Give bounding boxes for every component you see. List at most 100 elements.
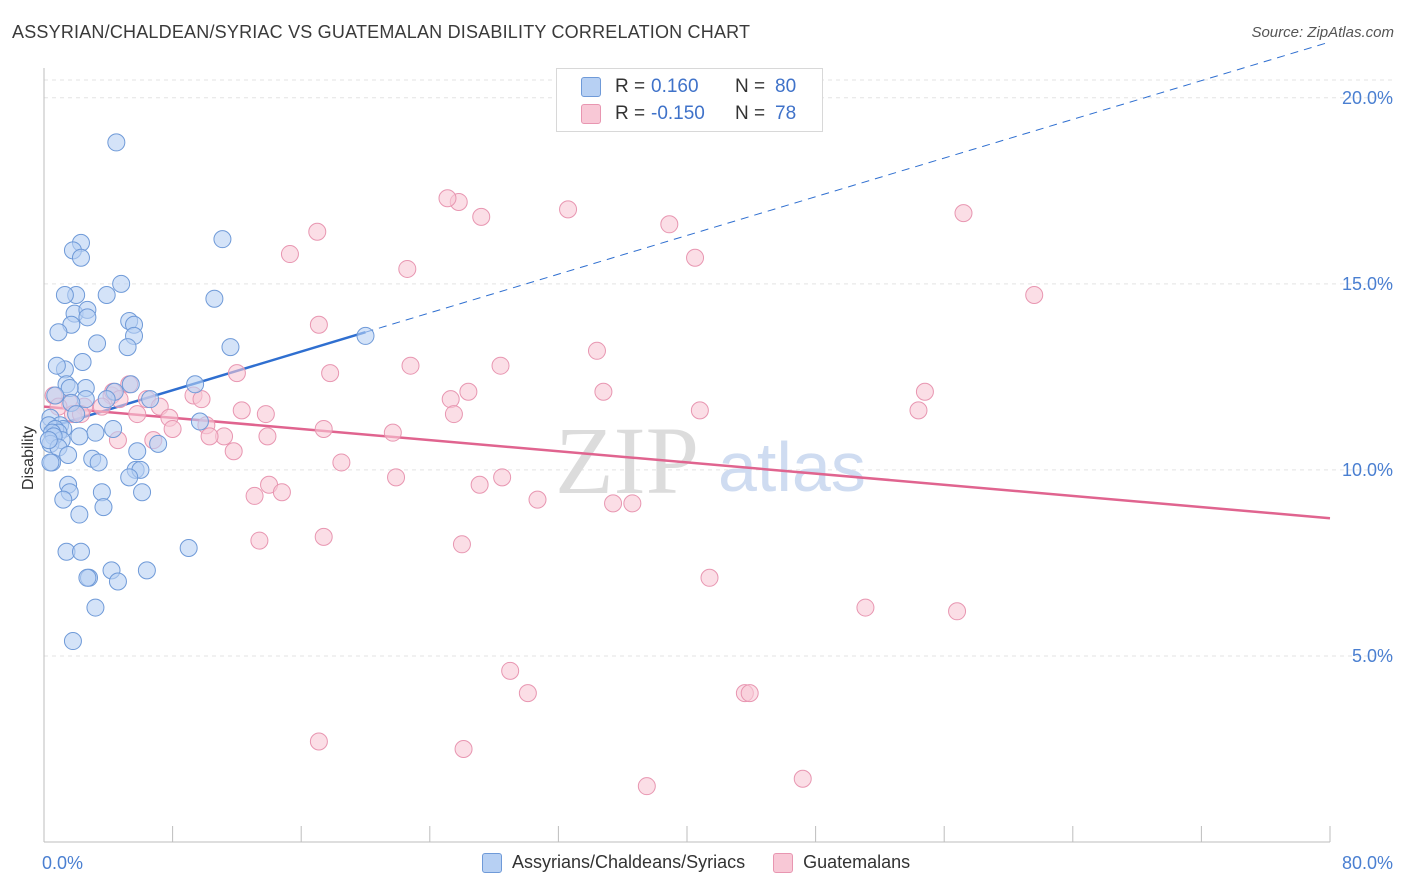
point-guatemalans [501, 661, 520, 680]
legend-n-value: 78 [775, 103, 797, 124]
point-guatemalans [637, 777, 656, 796]
point-guatemalans [459, 382, 478, 401]
point-guatemalans [309, 732, 328, 751]
series-legend-assyrians: Assyrians/Chaldeans/Syriacs [482, 852, 745, 873]
point-assyrians [71, 248, 90, 267]
source-label: Source: ZipAtlas.com [1251, 24, 1394, 41]
point-guatemalans [528, 490, 547, 509]
point-guatemalans [948, 602, 967, 621]
point-assyrians [70, 427, 89, 446]
point-guatemalans [401, 356, 420, 375]
point-guatemalans [915, 382, 934, 401]
point-assyrians [107, 133, 126, 152]
point-guatemalans [258, 427, 277, 446]
legend-r-label: R = [615, 76, 646, 97]
legend-r-label: R = [615, 103, 646, 124]
point-assyrians [149, 434, 168, 453]
y-tick-labels: 5.0% 10.0% 15.0% 20.0% [1342, 88, 1393, 666]
watermark: ZIP atlas [555, 407, 866, 514]
legend-n-value: 80 [775, 76, 797, 97]
point-guatemalans [452, 535, 471, 554]
point-assyrians [55, 285, 74, 304]
series-swatch-pink [773, 852, 794, 873]
point-assyrians [92, 483, 111, 502]
point-assyrians [86, 423, 105, 442]
y-axis-title: Disability [20, 426, 37, 490]
point-assyrians [70, 505, 89, 524]
point-guatemalans [224, 442, 243, 461]
point-guatemalans [245, 486, 264, 505]
point-guatemalans [441, 390, 460, 409]
point-assyrians [141, 390, 160, 409]
series-legend-label: Guatemalans [803, 852, 911, 872]
legend-r-value: -0.150 [651, 103, 705, 124]
point-guatemalans [332, 453, 351, 472]
point-guatemalans [383, 423, 402, 442]
point-assyrians [59, 446, 78, 464]
point-guatemalans [686, 248, 705, 267]
point-guatemalans [909, 401, 928, 420]
point-guatemalans [438, 189, 457, 208]
point-assyrians [41, 453, 60, 472]
point-guatemalans [232, 401, 251, 420]
point-assyrians [97, 285, 116, 304]
point-assyrians [47, 356, 66, 375]
point-assyrians [71, 542, 90, 561]
point-guatemalans [660, 215, 679, 234]
point-guatemalans [700, 568, 719, 587]
point-guatemalans [250, 531, 269, 550]
point-guatemalans [604, 494, 623, 513]
x-tick-label-min: 0.0% [42, 853, 83, 873]
point-assyrians [190, 412, 209, 431]
point-guatemalans [256, 405, 275, 424]
point-guatemalans [321, 364, 340, 383]
point-guatemalans [559, 200, 578, 219]
x-tick-label-max: 80.0% [1342, 853, 1393, 873]
series-swatch-blue [482, 852, 502, 873]
point-assyrians [63, 632, 82, 651]
legend-n-label: N = [735, 103, 766, 124]
point-guatemalans [398, 259, 417, 278]
point-assyrians [94, 498, 113, 517]
point-guatemalans [470, 475, 489, 494]
series-legend-guatemalans: Guatemalans [773, 852, 910, 873]
point-assyrians [54, 490, 73, 509]
x-tick-labels: 0.0% 80.0% [42, 853, 1393, 873]
point-guatemalans [472, 207, 491, 226]
point-guatemalans [280, 245, 299, 264]
point-assyrians [46, 386, 65, 405]
point-assyrians [221, 338, 240, 357]
legend-r-value: 0.160 [651, 76, 699, 97]
point-guatemalans [308, 222, 327, 241]
point-assyrians [104, 419, 123, 438]
axes [43, 68, 1331, 843]
point-guatemalans [192, 390, 211, 409]
point-assyrians [118, 338, 137, 357]
point-assyrians [88, 334, 107, 353]
point-assyrians [86, 598, 105, 617]
y-tick-label: 5.0% [1352, 646, 1393, 666]
point-assyrians [89, 453, 108, 472]
point-assyrians [121, 375, 140, 394]
point-guatemalans [623, 494, 642, 513]
correlation-legend: R = 0.160 N = 80 R = -0.150 N = 78 [556, 68, 823, 132]
point-guatemalans [518, 684, 537, 703]
y-tick-label: 10.0% [1342, 460, 1393, 480]
legend-swatch-pink [581, 104, 601, 124]
point-assyrians [186, 375, 205, 394]
series-legend: Assyrians/Chaldeans/Syriacs Guatemalans [482, 852, 938, 873]
point-assyrians [120, 468, 139, 487]
point-guatemalans [454, 739, 473, 758]
point-guatemalans [227, 364, 246, 383]
point-guatemalans [200, 427, 219, 446]
point-assyrians [73, 352, 92, 371]
point-assyrians [205, 289, 224, 308]
y-tick-label: 15.0% [1342, 274, 1393, 294]
chart-title: ASSYRIAN/CHALDEAN/SYRIAC VS GUATEMALAN D… [12, 22, 751, 42]
point-assyrians [108, 572, 127, 591]
point-assyrians [39, 431, 58, 450]
point-assyrians [97, 390, 116, 409]
point-assyrians [78, 308, 97, 327]
point-assyrians [137, 561, 156, 580]
